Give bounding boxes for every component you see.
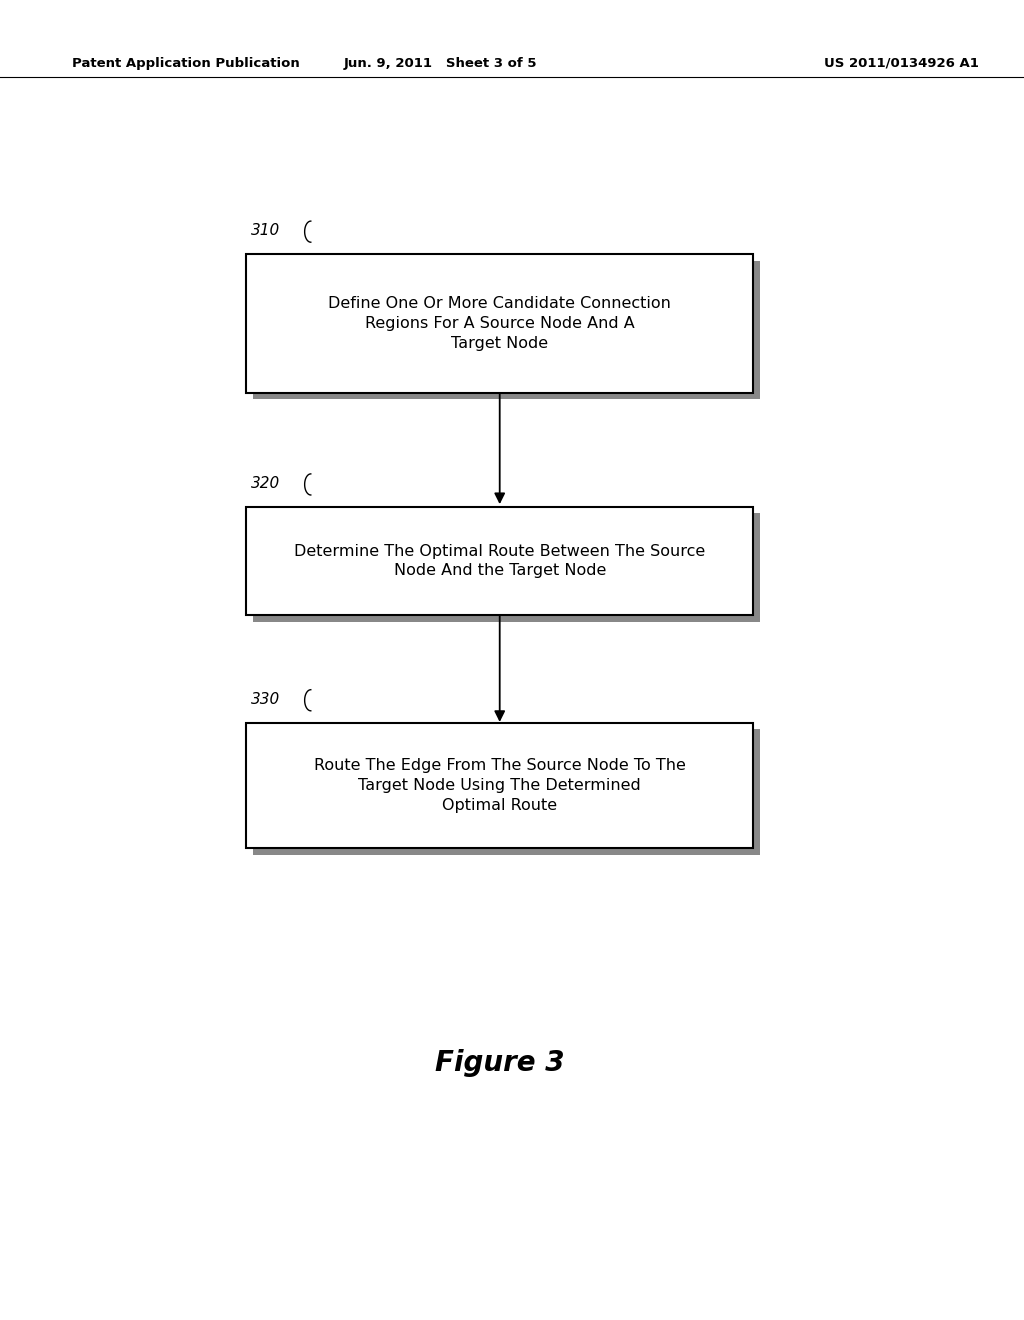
Bar xyxy=(254,729,760,855)
Text: 330: 330 xyxy=(252,692,281,708)
Bar xyxy=(246,723,754,847)
Bar xyxy=(246,507,754,615)
Text: Define One Or More Candidate Connection
Regions For A Source Node And A
Target N: Define One Or More Candidate Connection … xyxy=(329,296,671,351)
Text: 320: 320 xyxy=(252,477,281,491)
Text: 310: 310 xyxy=(252,223,281,238)
Bar xyxy=(246,253,754,393)
Bar xyxy=(254,261,760,399)
Text: Determine The Optimal Route Between The Source
Node And the Target Node: Determine The Optimal Route Between The … xyxy=(294,544,706,578)
Text: US 2011/0134926 A1: US 2011/0134926 A1 xyxy=(823,57,979,70)
Text: Figure 3: Figure 3 xyxy=(435,1048,564,1077)
Bar xyxy=(254,513,760,622)
Text: Route The Edge From The Source Node To The
Target Node Using The Determined
Opti: Route The Edge From The Source Node To T… xyxy=(313,758,686,813)
Text: Jun. 9, 2011   Sheet 3 of 5: Jun. 9, 2011 Sheet 3 of 5 xyxy=(344,57,537,70)
Text: Patent Application Publication: Patent Application Publication xyxy=(72,57,299,70)
